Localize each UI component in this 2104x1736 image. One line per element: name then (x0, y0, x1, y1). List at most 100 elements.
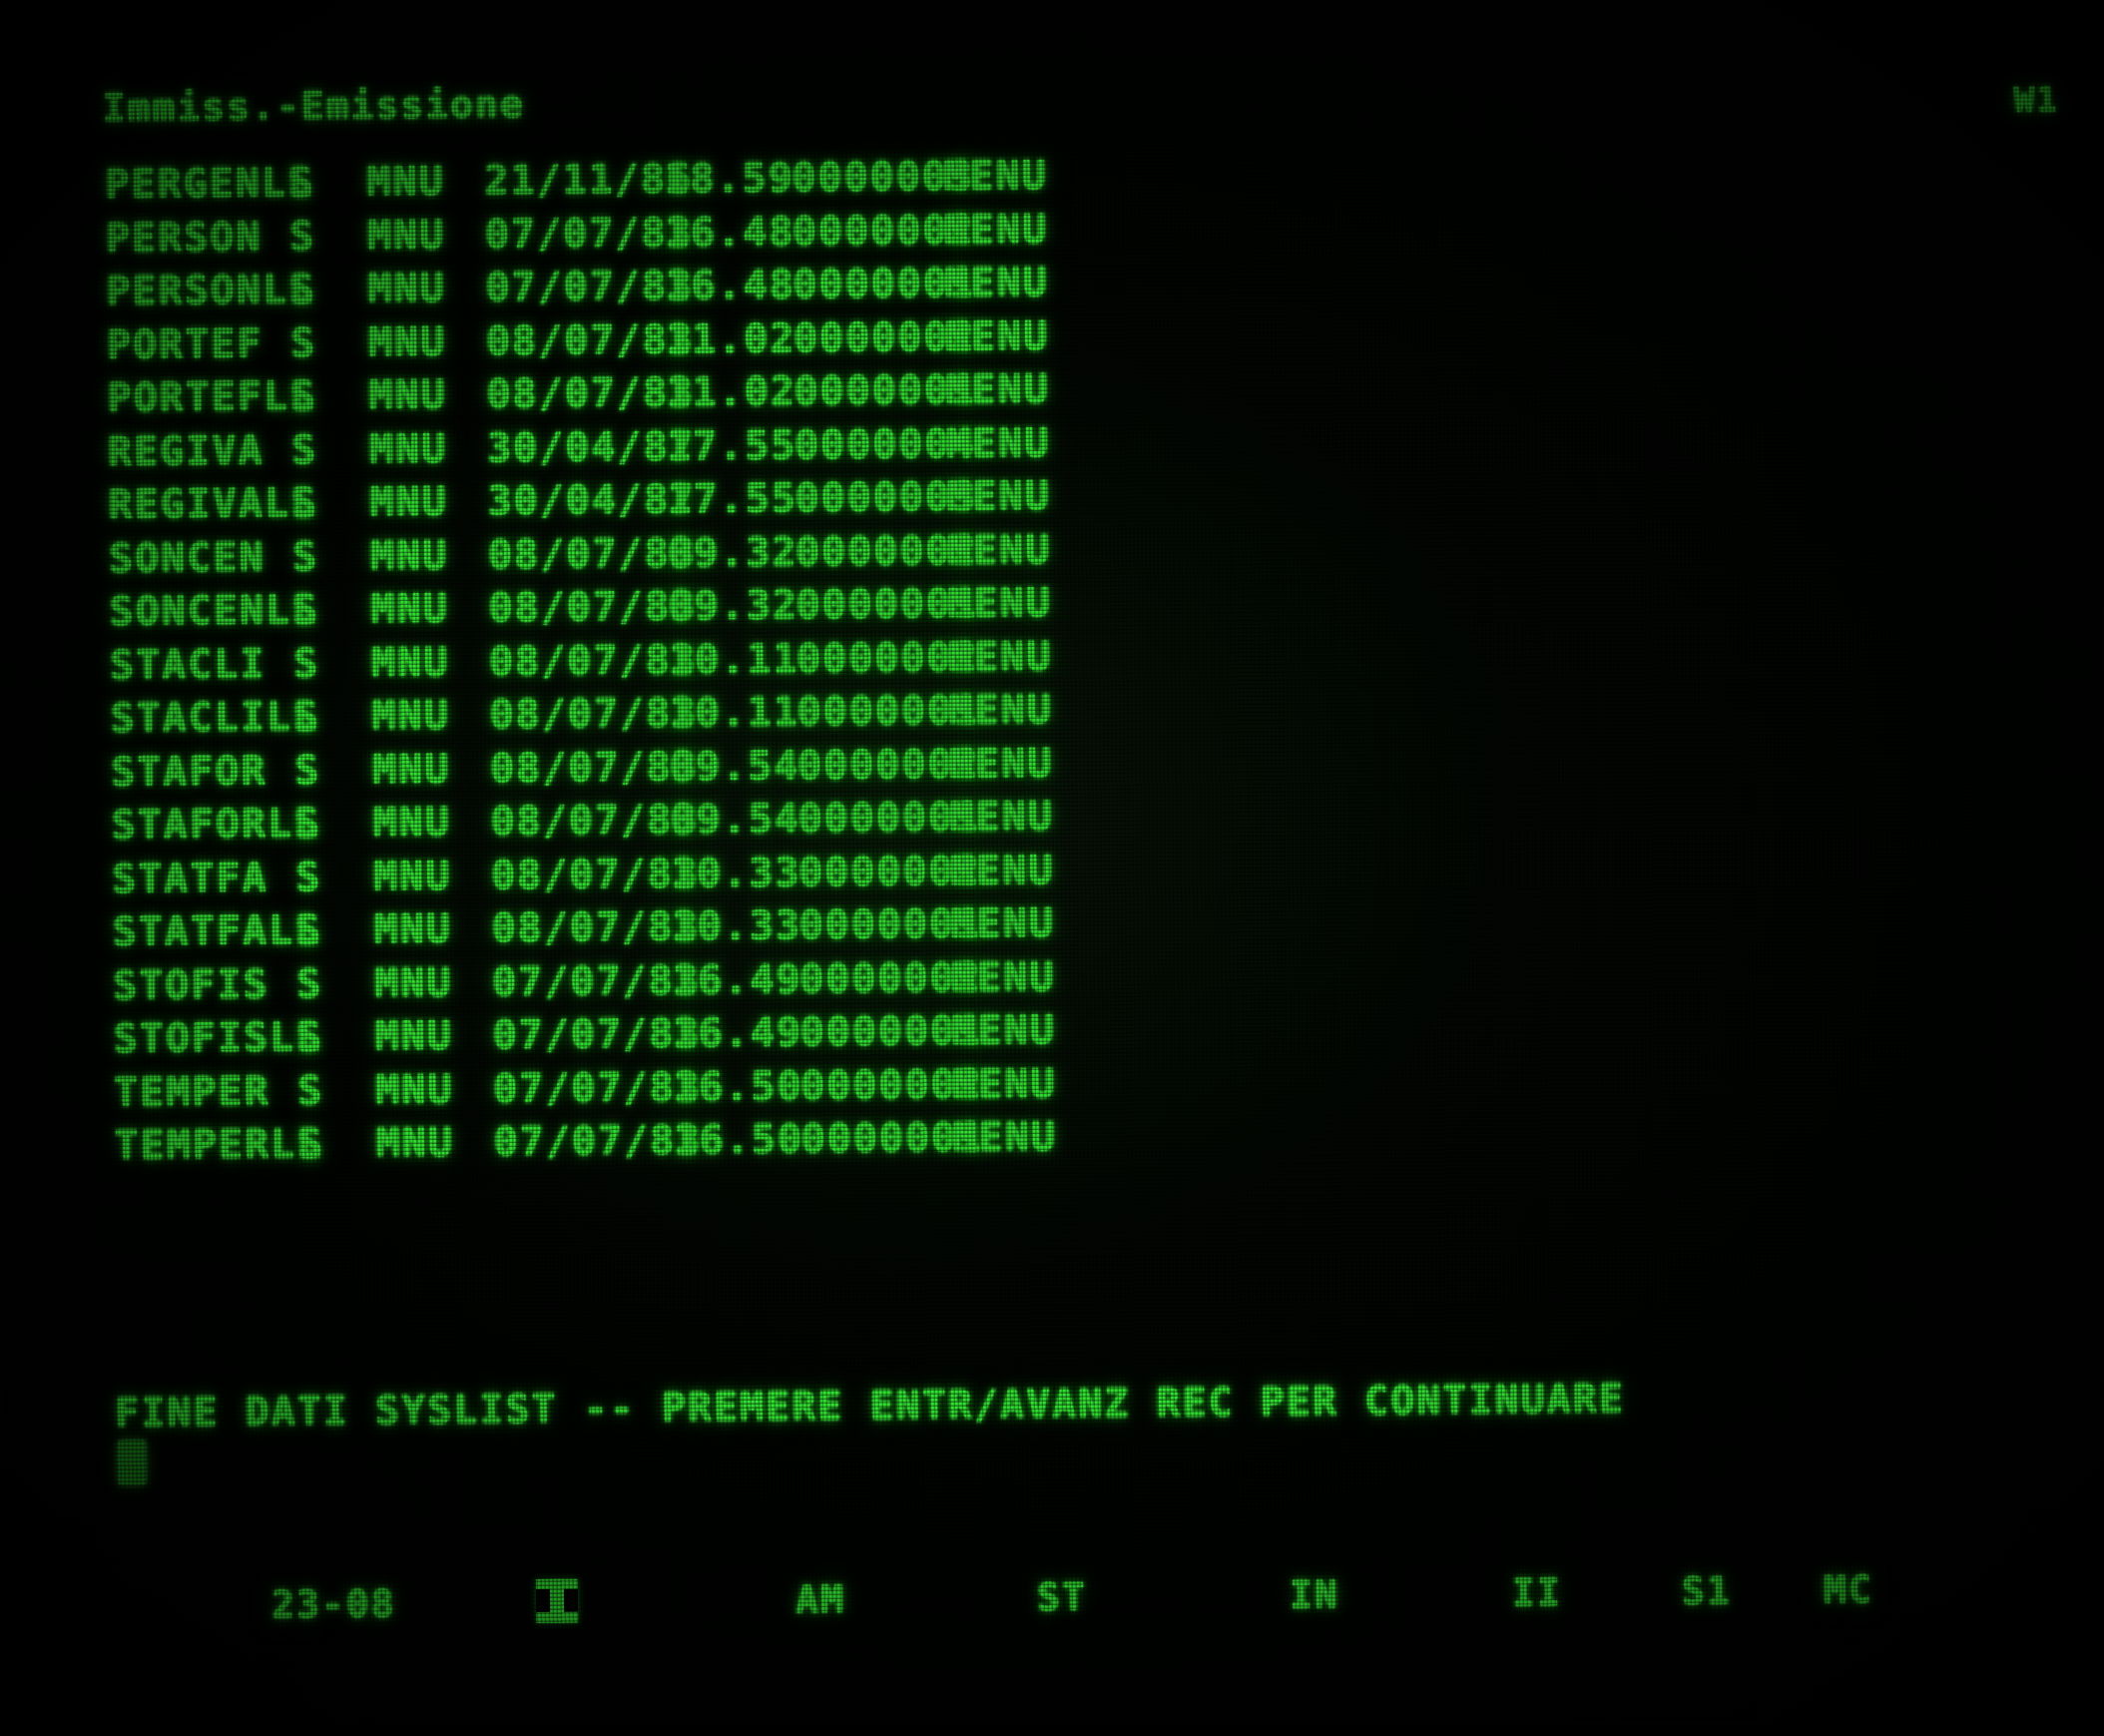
cell-time: 10.11 (668, 635, 799, 684)
cell-flag: S (295, 907, 322, 954)
cell-date: 08/07/83 (485, 315, 695, 364)
cell-flag: S (288, 160, 315, 207)
text-cursor (118, 1440, 146, 1485)
cell-name: STOFISLL (113, 1014, 322, 1063)
cell-menu: MENU (951, 1060, 1057, 1108)
cell-time: 17.55 (666, 421, 797, 470)
cell-time: 18.59 (664, 155, 795, 203)
end-of-data-message: FINE DATI SYSLIST -- PREMERE ENTR/AVANZ … (115, 1376, 1626, 1438)
function-key-ST[interactable]: ST (1036, 1574, 1088, 1620)
cell-type: MNU (374, 1066, 454, 1114)
page-title: Immiss.-Emissione (102, 82, 525, 131)
cell-flag: S (292, 640, 320, 687)
function-key-23-08[interactable]: 23-08 (270, 1581, 396, 1627)
cell-time: 09.32 (668, 582, 799, 630)
cell-date: 08/07/83 (488, 583, 698, 632)
cell-type: MNU (370, 585, 449, 633)
cell-flag: S (293, 747, 321, 794)
cell-flag: S (295, 960, 323, 1007)
cell-type: MNU (371, 692, 451, 740)
cell-name: TEMPERLL (114, 1121, 323, 1170)
cell-time: 16.50 (673, 1116, 804, 1164)
cell-menu: MENU (944, 260, 1049, 307)
cell-flag: S (292, 587, 319, 634)
cell-type: MNU (373, 905, 453, 953)
cell-menu: MENU (950, 953, 1056, 1001)
cell-time: 10.33 (671, 902, 802, 950)
function-key-MC[interactable]: MC (1823, 1567, 1873, 1612)
cell-menu: MENU (949, 793, 1055, 841)
cell-flag: S (289, 267, 316, 313)
cell-menu: MENU (944, 312, 1050, 360)
cell-flag: S (296, 1014, 323, 1061)
status-badge: W1 (2013, 80, 2059, 121)
cell-date: 30/04/87 (487, 476, 697, 525)
block-cursor-glyph[interactable] (535, 1578, 579, 1623)
cell-menu: MENU (946, 472, 1052, 520)
cell-name: PORTEF (106, 320, 263, 368)
cell-menu: MENU (947, 633, 1053, 681)
function-key-II[interactable]: II (1511, 1570, 1563, 1615)
cell-flag: S (293, 694, 320, 741)
cell-date: 07/07/83 (492, 1063, 703, 1112)
function-key-AM[interactable]: AM (794, 1577, 846, 1622)
function-key-IN[interactable]: IN (1289, 1572, 1340, 1617)
cell-flag: S (296, 1067, 324, 1114)
cell-time: 09.32 (667, 528, 798, 577)
function-key-S1[interactable]: S1 (1681, 1568, 1733, 1613)
cell-date: 08/07/83 (486, 369, 696, 418)
cell-flag: S (294, 854, 322, 900)
cell-type: MNU (368, 425, 448, 473)
cell-menu: MENU (943, 206, 1049, 254)
cell-flag: S (291, 533, 319, 580)
cell-flag: S (297, 1121, 324, 1168)
cell-type: MNU (374, 1012, 454, 1060)
cell-type: MNU (369, 478, 448, 526)
cell-type: MNU (367, 318, 447, 366)
cell-menu: MENU (952, 1113, 1058, 1161)
cell-name: SONCENLL (109, 587, 318, 636)
cell-date: 07/07/83 (485, 263, 695, 311)
cell-menu: MENU (950, 899, 1056, 947)
cell-menu: MENU (947, 579, 1053, 627)
cell-time: 10.33 (670, 849, 801, 897)
cell-time: 09.54 (669, 742, 800, 791)
cell-time: 16.49 (672, 1009, 803, 1057)
cell-time: 09.54 (670, 796, 801, 844)
cell-time: 17.55 (667, 475, 798, 523)
cell-menu: MENU (948, 740, 1054, 788)
cell-time: 16.49 (671, 955, 802, 1004)
cell-date: 08/07/83 (489, 690, 699, 739)
cell-type: MNU (370, 639, 450, 687)
cell-name: REGIVALL (108, 480, 317, 529)
cell-time: 11.02 (666, 368, 797, 416)
cell-name: PERGENLL (105, 160, 314, 209)
cell-time: 16.48 (664, 208, 795, 257)
cell-date: 30/04/87 (486, 422, 696, 471)
cell-date: 08/07/83 (488, 636, 698, 685)
cell-flag: S (290, 426, 318, 473)
cell-menu: MENU (948, 686, 1054, 734)
cell-time: 11.02 (665, 314, 796, 363)
cell-name: TEMPER (113, 1068, 270, 1116)
syslist-table: PERGENLL S MNU 21/11/86 18.59 0000003 MENU PERS… (0, 140, 2104, 1175)
cell-flag: S (291, 480, 318, 527)
cell-date: 07/07/83 (493, 1117, 703, 1166)
cell-date: 08/07/83 (490, 797, 700, 846)
cell-name: STACLI (109, 641, 266, 689)
cell-name: STOFIS (112, 961, 269, 1009)
cell-type: MNU (373, 959, 453, 1007)
cell-date: 08/07/83 (491, 903, 701, 952)
cell-type: MNU (367, 265, 446, 312)
cell-date: 21/11/86 (484, 156, 694, 205)
cell-type: MNU (375, 1119, 455, 1167)
cell-menu: MENU (945, 419, 1051, 467)
cell-menu: MENU (946, 526, 1052, 574)
cell-flag: S (289, 319, 317, 366)
cell-type: MNU (372, 853, 452, 900)
cell-name: STATFA (111, 855, 268, 902)
cell-type: MNU (366, 212, 446, 260)
cell-date: 07/07/83 (492, 1010, 702, 1059)
header-bar: Immiss.-Emissione W1 (0, 66, 2097, 132)
